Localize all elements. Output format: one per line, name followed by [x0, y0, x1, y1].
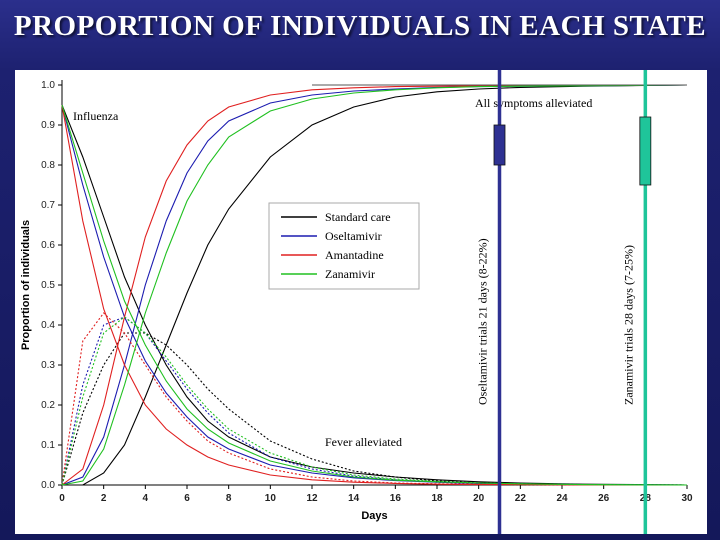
x-tick-label: 6 [184, 493, 190, 504]
amantadine-all-symptoms-line [61, 84, 687, 486]
x-tick-label: 20 [473, 493, 485, 504]
x-tick-label: 16 [390, 493, 402, 504]
y-tick-label: 0.3 [41, 360, 55, 371]
y-tick-label: 0.8 [41, 160, 55, 171]
legend-label: Zanamivir [325, 267, 375, 281]
oseltamivir-influenza-line [61, 104, 688, 486]
zanamivir-all-symptoms-line [61, 84, 688, 486]
x-axis-label: Days [361, 510, 387, 522]
fever-alleviated-annotation: Fever alleviated [325, 435, 402, 449]
oseltamivir-fever-alleviated-line [61, 316, 688, 486]
chart-panel: 0246810121416182022242628300.00.10.20.30… [15, 70, 707, 534]
zanamivir-fever-alleviated-line [61, 316, 688, 486]
standard-care-influenza-line [61, 104, 688, 486]
y-tick-label: 1.0 [41, 80, 55, 91]
x-tick-label: 0 [59, 493, 65, 504]
y-tick-label: 0.9 [41, 120, 55, 131]
amantadine-influenza-line [61, 104, 687, 486]
y-tick-label: 0.0 [41, 480, 55, 491]
y-tick-label: 0.5 [41, 280, 55, 291]
legend-label: Oseltamivir [325, 229, 382, 243]
zanamivir-trial-label: Zanamivir trials 28 days (7-25%) [621, 245, 635, 405]
x-tick-label: 30 [681, 493, 693, 504]
y-tick-label: 0.2 [41, 400, 55, 411]
all-symptoms-annotation: All symptoms alleviated [475, 96, 592, 110]
trial-range-box [493, 124, 506, 166]
y-tick-label: 0.6 [41, 240, 55, 251]
x-tick-label: 14 [348, 493, 360, 504]
x-tick-label: 18 [431, 493, 443, 504]
y-tick-label: 0.4 [41, 320, 55, 331]
legend-label: Standard care [325, 210, 391, 224]
x-tick-label: 26 [598, 493, 610, 504]
y-tick-label: 0.1 [41, 440, 55, 451]
influenza-annotation: Influenza [73, 109, 119, 123]
x-tick-label: 2 [101, 493, 107, 504]
y-axis-label: Proportion of individuals [20, 220, 32, 350]
x-tick-label: 4 [143, 493, 149, 504]
trial-range-box [639, 116, 652, 186]
x-tick-label: 12 [306, 493, 318, 504]
zanamivir-influenza-line [61, 104, 688, 486]
x-tick-label: 22 [515, 493, 527, 504]
x-tick-label: 10 [265, 493, 277, 504]
legend-label: Amantadine [325, 248, 384, 262]
line-chart: 0246810121416182022242628300.00.10.20.30… [20, 70, 693, 534]
x-tick-label: 24 [556, 493, 568, 504]
y-tick-label: 0.7 [41, 200, 55, 211]
x-tick-label: 8 [226, 493, 232, 504]
amantadine-fever-alleviated-line [61, 312, 687, 486]
standard-care-all-symptoms-line [62, 84, 688, 486]
standard-care-fever-alleviated-line [61, 332, 688, 486]
oseltamivir-trial-label: Oseltamivir trials 21 days (8-22%) [476, 238, 490, 405]
slide-title: PROPORTION OF INDIVIDUALS IN EACH STATE [13, 10, 707, 42]
